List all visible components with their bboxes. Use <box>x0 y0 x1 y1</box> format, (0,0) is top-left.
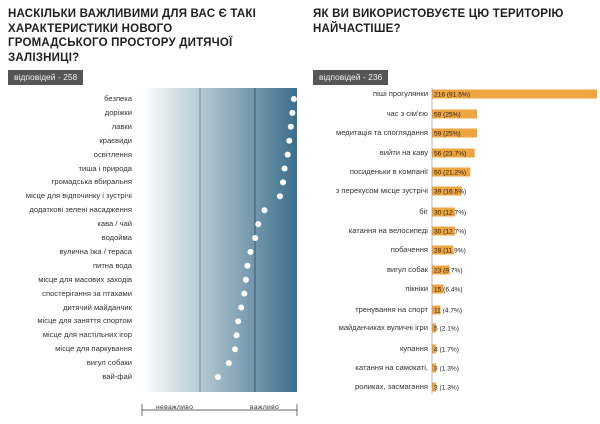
axis-label-important: важливо <box>250 404 280 411</box>
usage-bar <box>432 245 454 255</box>
dot-category-label: місце для відпочинку і зустрічі <box>25 191 132 201</box>
bar-value-label: 56 (23.7%) <box>434 151 466 158</box>
bar-value-label: 59 (25%) <box>434 112 461 119</box>
axis-label-unimportant: неважливо <box>156 404 194 411</box>
dot-category-label: місце для паркування <box>55 344 132 354</box>
importance-dot <box>238 304 245 311</box>
dot-category-label: доріжки <box>104 107 132 117</box>
dot-category-label: питна вода <box>92 260 132 270</box>
bar-value-label: 30 (12.7%) <box>434 229 466 236</box>
bar-category-label: майданчиках вуличні ігри <box>338 323 428 332</box>
bar-category-label: вийти на каву <box>379 148 428 157</box>
bar-value-label: 4 (1.7%) <box>434 347 459 354</box>
usage-bar <box>432 186 462 196</box>
usage-bar <box>432 148 475 158</box>
importance-dot <box>261 207 268 214</box>
dot-category-label: безпека <box>104 94 132 103</box>
bar-value-label: 23 (9.7%) <box>434 268 463 275</box>
bar-category-label: пікніки <box>405 284 428 293</box>
importance-dot <box>276 193 283 200</box>
importance-dot <box>235 318 242 325</box>
dot-category-label: освітлення <box>93 149 132 159</box>
right-chart-title: ЯК ВИ ВИКОРИСТОВУЄТЕ ЦЮ ТЕРИТОРІЮ НАЙЧАС… <box>313 8 564 35</box>
bar-category-label: побачення <box>390 245 428 254</box>
bar-value-label: 3 (1.3%) <box>434 385 459 392</box>
usage-bar <box>432 226 455 236</box>
bar-category-label: посиденьки в компанії <box>349 167 428 176</box>
usage-bar <box>432 305 441 315</box>
bar-category-label: тренування на спорт <box>355 305 428 314</box>
dot-category-label: водойма <box>101 233 132 242</box>
dot-category-label: місце для настільних ігор <box>42 330 132 340</box>
importance-dot <box>289 109 296 116</box>
bar-value-label: 30 (12.7%) <box>434 210 466 217</box>
importance-dot <box>287 123 294 130</box>
bar-category-label: вигул собак <box>386 265 428 274</box>
bar-category-label: катання на самокаті, <box>355 363 428 372</box>
bar-category-label: медитація та споглядання <box>336 128 428 137</box>
dot-category-label: лавки <box>111 121 132 131</box>
usage-bar <box>432 265 450 275</box>
importance-dot <box>232 346 238 353</box>
bar-category-label: катання на велосипеді <box>348 226 428 235</box>
dot-category-label: спостерігання за птахами <box>42 288 132 298</box>
importance-dot <box>247 248 254 255</box>
usage-bar <box>432 323 436 333</box>
bar-category-label: роликах, засмагання <box>355 382 428 391</box>
dot-category-label: тиша і природа <box>78 163 132 173</box>
bar-category-label: купання <box>399 344 428 353</box>
usage-bar <box>432 89 597 99</box>
dot-category-label: громадська вбиральня <box>51 177 132 187</box>
usage-bar <box>432 382 436 392</box>
usage-bar <box>432 128 478 138</box>
bar-category-label: біг <box>419 207 428 216</box>
dot-category-label: вулична їжа / тераса <box>59 246 132 256</box>
usage-bar <box>432 109 478 119</box>
dot-category-label: дитячий майданчик <box>63 302 132 312</box>
bar-value-label: 39 (16.5%) <box>434 189 466 196</box>
bar-value-label: 28 (11.9%) <box>434 248 466 255</box>
dot-category-label: вигул собаки <box>86 358 132 368</box>
right-responses-badge: відповідей - 236 <box>313 70 389 85</box>
bar-value-label: 50 (21.2%) <box>434 170 466 177</box>
importance-dot <box>242 276 249 283</box>
dot-chart-background <box>142 88 297 392</box>
usage-bar <box>432 207 455 217</box>
importance-dot <box>252 235 259 241</box>
left-responses-badge: відповідей - 258 <box>8 70 84 85</box>
importance-dot <box>214 374 221 380</box>
importance-dot <box>290 96 297 102</box>
usage-bar <box>432 167 471 177</box>
usage-bar <box>432 363 436 373</box>
dot-category-label: вай-фай <box>102 372 132 381</box>
bar-category-label: піші прогулянки <box>373 89 428 98</box>
importance-dot <box>280 179 287 186</box>
bar-value-label: 5 (2.1%) <box>434 326 459 333</box>
bar-value-label: 15 (6.4%) <box>434 287 463 294</box>
importance-dot <box>225 360 232 367</box>
dot-category-label: кава / чай <box>97 219 132 229</box>
usage-bar <box>432 284 444 294</box>
bar-value-label: 59 (25%) <box>434 131 461 138</box>
importance-dot <box>284 151 291 158</box>
importance-dot <box>286 137 293 144</box>
importance-dot <box>281 165 288 172</box>
importance-dot <box>233 332 240 339</box>
left-chart-title: НАСКІЛЬКИ ВАЖЛИВИМИ ДЛЯ ВАС Є ТАКІ ХАРАК… <box>8 8 257 64</box>
usage-bar <box>432 344 436 354</box>
dot-category-label: місце для масових заходів <box>38 274 132 284</box>
dot-category-label: місце для заняття спортом <box>37 316 132 326</box>
bar-category-label: час з сім'єю <box>386 109 428 118</box>
dot-category-label: додаткові зелені насадження <box>29 205 132 215</box>
bar-value-label: 3 (1.3%) <box>434 366 459 373</box>
importance-dot <box>244 262 251 269</box>
bar-value-label: 11 (4.7%) <box>434 308 462 315</box>
bar-category-label: з перекусом місце зустрічі <box>335 186 428 195</box>
importance-dot <box>241 290 248 297</box>
bar-value-label: 216 (91.5%) <box>434 92 470 99</box>
dot-category-label: краєвиди <box>99 135 132 145</box>
importance-dot <box>255 221 262 228</box>
